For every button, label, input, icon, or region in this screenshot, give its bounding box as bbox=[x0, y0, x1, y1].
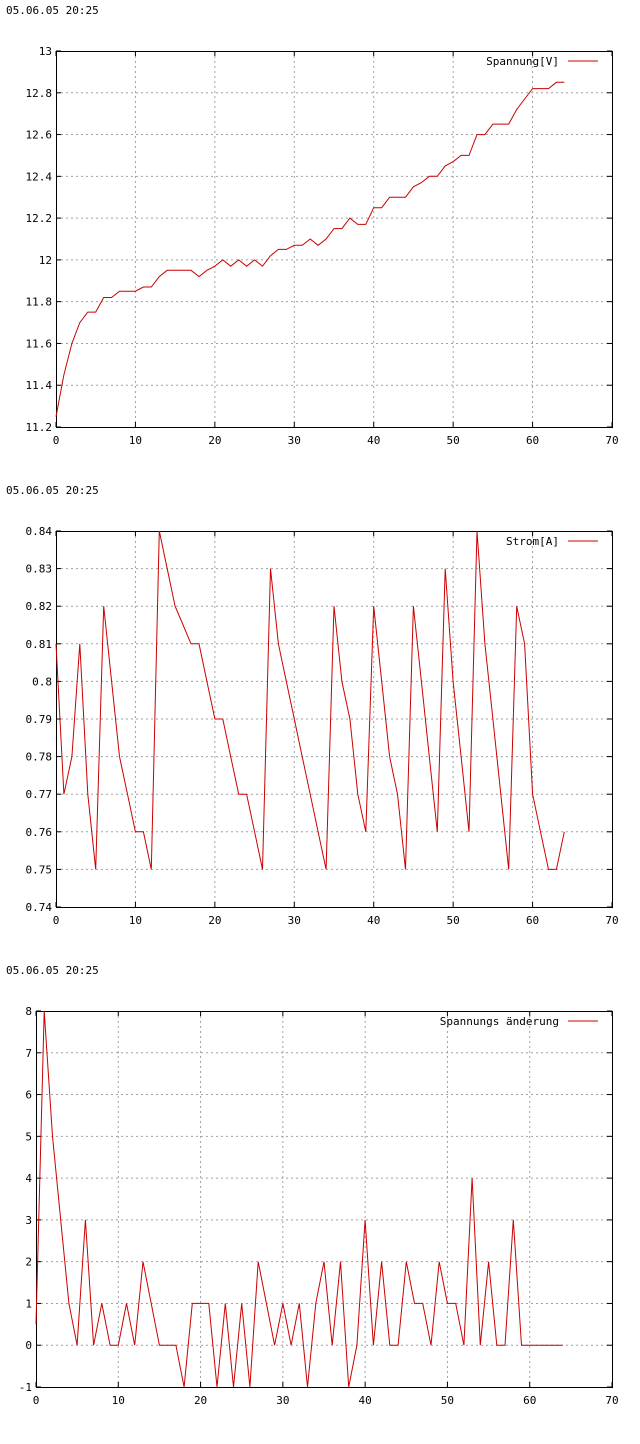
y-tick-label: 0.76 bbox=[26, 826, 53, 839]
y-tick-label: 0.74 bbox=[26, 901, 53, 914]
y-tick-label: 13 bbox=[39, 45, 52, 58]
x-tick-label: 20 bbox=[208, 434, 221, 447]
y-tick-label: 1 bbox=[25, 1297, 32, 1310]
y-tick-label: 3 bbox=[25, 1214, 32, 1227]
y-tick-label: -1 bbox=[19, 1381, 32, 1394]
y-tick-label: 2 bbox=[25, 1256, 32, 1269]
y-tick-label: 4 bbox=[25, 1172, 32, 1185]
x-tick-label: 20 bbox=[194, 1394, 207, 1407]
x-tick-label: 60 bbox=[526, 434, 539, 447]
legend: Strom[A] bbox=[506, 535, 598, 548]
chart-timestamp: 05.06.05 20:25 bbox=[6, 964, 99, 977]
y-tick-label: 6 bbox=[25, 1089, 32, 1102]
grid bbox=[56, 51, 612, 427]
x-tick-label: 40 bbox=[359, 1394, 372, 1407]
x-tick-label: 0 bbox=[53, 434, 60, 447]
y-tick-label: 11.6 bbox=[26, 337, 53, 350]
y-tick-label: 0.81 bbox=[26, 638, 53, 651]
series-line bbox=[55, 530, 565, 870]
x-tick-label: 30 bbox=[288, 914, 301, 927]
series-line bbox=[55, 81, 565, 417]
y-tick-label: 12.2 bbox=[26, 212, 53, 225]
x-tick-label: 60 bbox=[526, 914, 539, 927]
y-tick-label: 12.6 bbox=[26, 129, 53, 142]
grid bbox=[36, 1011, 612, 1387]
y-tick-label: 0 bbox=[25, 1339, 32, 1352]
plot-frame bbox=[56, 51, 613, 428]
x-tick-label: 70 bbox=[605, 1394, 618, 1407]
x-tick-label: 50 bbox=[447, 434, 460, 447]
y-tick-label: 7 bbox=[25, 1047, 32, 1060]
legend: Spannung[V] bbox=[486, 55, 598, 68]
legend-label: Strom[A] bbox=[506, 535, 559, 548]
x-tick-label: 40 bbox=[367, 914, 380, 927]
x-tick-label: 40 bbox=[367, 434, 380, 447]
y-tick-label: 0.84 bbox=[26, 525, 53, 538]
x-tick-label: 10 bbox=[129, 434, 142, 447]
y-tick-label: 0.78 bbox=[26, 751, 53, 764]
y-tick-label: 0.75 bbox=[26, 863, 53, 876]
y-tick-label: 12.8 bbox=[26, 87, 53, 100]
x-tick-label: 20 bbox=[208, 914, 221, 927]
x-tick-label: 10 bbox=[112, 1394, 125, 1407]
y-tick-label: 0.83 bbox=[26, 563, 53, 576]
y-tick-label: 0.8 bbox=[32, 675, 52, 688]
y-tick-label: 5 bbox=[25, 1130, 32, 1143]
x-tick-label: 60 bbox=[523, 1394, 536, 1407]
x-tick-label: 0 bbox=[33, 1394, 40, 1407]
chart-panel-current: 05.06.05 20:25 0 10 20 30 40 50 60 70 0.74 0.75 0.… bbox=[0, 480, 640, 960]
y-tick-label: 0.77 bbox=[26, 788, 53, 801]
voltage-chart: 0 10 20 30 40 50 60 70 11.2 11.4 11.6 11.8 12 12.2 12.… bbox=[26, 45, 619, 447]
y-tick-label: 0.79 bbox=[26, 713, 53, 726]
x-tick-label: 30 bbox=[276, 1394, 289, 1407]
series-line bbox=[35, 1010, 563, 1388]
x-tick-label: 50 bbox=[441, 1394, 454, 1407]
x-tick-label: 30 bbox=[288, 434, 301, 447]
y-tick-label: 12 bbox=[39, 254, 52, 267]
chart-timestamp: 05.06.05 20:25 bbox=[6, 4, 99, 17]
legend: Spannungs änderung bbox=[440, 1015, 598, 1028]
legend-label: Spannung[V] bbox=[486, 55, 559, 68]
plot-frame bbox=[36, 1011, 613, 1388]
x-tick-label: 70 bbox=[605, 434, 618, 447]
y-tick-label: 11.2 bbox=[26, 421, 53, 434]
chart-panel-voltage-change: 05.06.05 20:25 0 10 20 30 40 50 60 70 -1 0 1 2 3 4 5 6 7… bbox=[0, 960, 640, 1440]
x-tick-label: 0 bbox=[53, 914, 60, 927]
x-tick-label: 10 bbox=[129, 914, 142, 927]
legend-label: Spannungs änderung bbox=[440, 1015, 559, 1028]
current-chart: 0 10 20 30 40 50 60 70 0.74 0.75 0.76 0.77 0.78 0.79 0… bbox=[26, 525, 619, 927]
y-tick-label: 11.8 bbox=[26, 296, 53, 309]
x-tick-label: 50 bbox=[447, 914, 460, 927]
x-tick-label: 70 bbox=[605, 914, 618, 927]
y-tick-label: 12.4 bbox=[26, 170, 53, 183]
y-tick-label: 8 bbox=[25, 1005, 32, 1018]
chart-panel-voltage: 05.06.05 20:25 0 10 20 30 40 50 60 70 11.2 11.4 11… bbox=[0, 0, 640, 480]
chart-timestamp: 05.06.05 20:25 bbox=[6, 484, 99, 497]
y-tick-label: 11.4 bbox=[26, 379, 53, 392]
y-tick-label: 0.82 bbox=[26, 600, 53, 613]
